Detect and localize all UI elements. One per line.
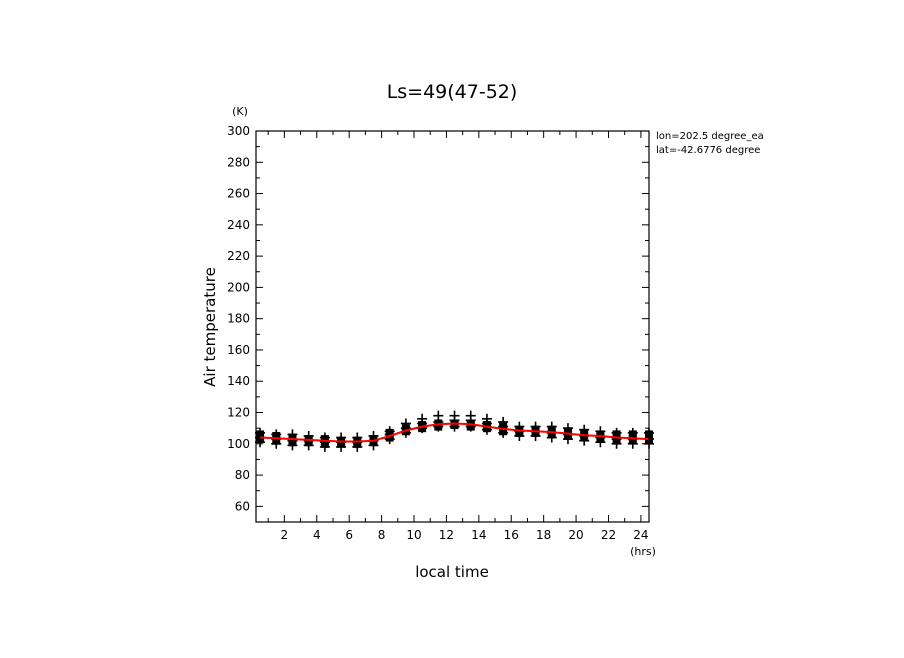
x-unit-label: (hrs) bbox=[630, 545, 656, 558]
square-marker bbox=[320, 439, 329, 448]
annotation-clip bbox=[780, 128, 904, 160]
square-marker bbox=[547, 430, 556, 439]
square-marker bbox=[320, 435, 329, 444]
square-marker bbox=[385, 428, 394, 437]
plot-frame bbox=[255, 130, 650, 523]
x-tick-label: 2 bbox=[281, 528, 289, 542]
x-tick-label: 20 bbox=[568, 528, 583, 542]
square-marker bbox=[288, 438, 297, 447]
square-marker bbox=[288, 433, 297, 442]
y-tick-label: 280 bbox=[227, 155, 250, 169]
y-tick-label: 140 bbox=[227, 374, 250, 388]
square-marker bbox=[580, 428, 589, 437]
annotation-lat: lat=-42.6776 degree bbox=[656, 145, 760, 156]
square-marker bbox=[547, 425, 556, 434]
square-marker bbox=[482, 421, 491, 430]
x-tick-label: 4 bbox=[313, 528, 321, 542]
square-marker bbox=[596, 430, 605, 439]
y-tick-label: 180 bbox=[227, 312, 250, 326]
x-tick-label: 18 bbox=[536, 528, 551, 542]
y-axis-label: Air temperature bbox=[201, 267, 219, 387]
y-tick-label: 160 bbox=[227, 343, 250, 357]
x-tick-label: 12 bbox=[439, 528, 454, 542]
square-marker bbox=[531, 425, 540, 434]
plus-marker bbox=[433, 410, 444, 421]
x-tick-label: 22 bbox=[601, 528, 616, 542]
square-marker bbox=[628, 430, 637, 439]
y-unit-label: (K) bbox=[232, 105, 248, 118]
square-marker bbox=[369, 435, 378, 444]
square-marker bbox=[612, 435, 621, 444]
x-tick-label: 10 bbox=[406, 528, 421, 542]
y-tick-label: 60 bbox=[235, 499, 250, 513]
square-marker bbox=[612, 430, 621, 439]
square-marker bbox=[499, 422, 508, 431]
x-tick-label: 16 bbox=[504, 528, 519, 542]
square-marker bbox=[563, 427, 572, 436]
square-marker bbox=[401, 424, 410, 433]
x-tick-label: 6 bbox=[345, 528, 353, 542]
square-marker bbox=[499, 427, 508, 436]
square-marker bbox=[563, 431, 572, 440]
square-marker bbox=[272, 431, 281, 440]
square-marker bbox=[385, 433, 394, 442]
y-tick-label: 80 bbox=[235, 468, 250, 482]
x-tick-label: 24 bbox=[633, 528, 648, 542]
chart-title: Ls=49(47-52) bbox=[387, 81, 518, 103]
square-marker bbox=[256, 430, 265, 439]
plus-marker bbox=[465, 410, 476, 421]
y-tick-label: 100 bbox=[227, 437, 250, 451]
y-tick-label: 240 bbox=[227, 218, 250, 232]
square-marker bbox=[272, 436, 281, 445]
square-marker bbox=[418, 421, 427, 430]
y-tick-label: 200 bbox=[227, 280, 250, 294]
plus-marker bbox=[449, 410, 460, 421]
annotation-lon: lon=202.5 degree_ea bbox=[656, 131, 764, 142]
y-tick-label: 220 bbox=[227, 249, 250, 263]
square-marker bbox=[580, 433, 589, 442]
x-axis-label: local time bbox=[415, 563, 489, 581]
plot-area bbox=[255, 410, 654, 452]
y-tick-label: 300 bbox=[227, 124, 250, 138]
x-tick-label: 8 bbox=[378, 528, 386, 542]
mean-temperature-line bbox=[260, 422, 650, 443]
square-marker bbox=[256, 435, 265, 444]
y-tick-label: 260 bbox=[227, 187, 250, 201]
x-tick-label: 14 bbox=[471, 528, 486, 542]
y-tick-label: 120 bbox=[227, 406, 250, 420]
